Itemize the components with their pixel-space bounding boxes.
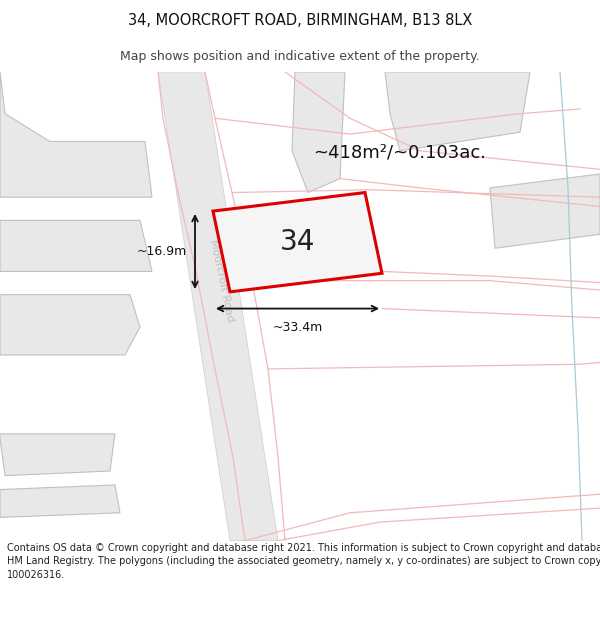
Text: ~418m²/~0.103ac.: ~418m²/~0.103ac. (314, 144, 487, 162)
Polygon shape (0, 294, 140, 355)
Polygon shape (292, 72, 345, 192)
Polygon shape (213, 192, 382, 292)
Polygon shape (0, 485, 120, 518)
Text: 34: 34 (280, 228, 316, 256)
Polygon shape (385, 72, 530, 151)
Polygon shape (490, 174, 600, 248)
Polygon shape (0, 221, 152, 271)
Polygon shape (0, 72, 152, 197)
Text: ~16.9m: ~16.9m (137, 245, 187, 258)
Text: 34, MOORCROFT ROAD, BIRMINGHAM, B13 8LX: 34, MOORCROFT ROAD, BIRMINGHAM, B13 8LX (128, 12, 472, 28)
Polygon shape (0, 434, 115, 476)
Polygon shape (158, 72, 278, 541)
Text: Moorcroft Road: Moorcroft Road (208, 238, 236, 323)
Text: Contains OS data © Crown copyright and database right 2021. This information is : Contains OS data © Crown copyright and d… (7, 543, 600, 580)
Text: Map shows position and indicative extent of the property.: Map shows position and indicative extent… (120, 49, 480, 62)
Text: ~33.4m: ~33.4m (272, 321, 323, 334)
